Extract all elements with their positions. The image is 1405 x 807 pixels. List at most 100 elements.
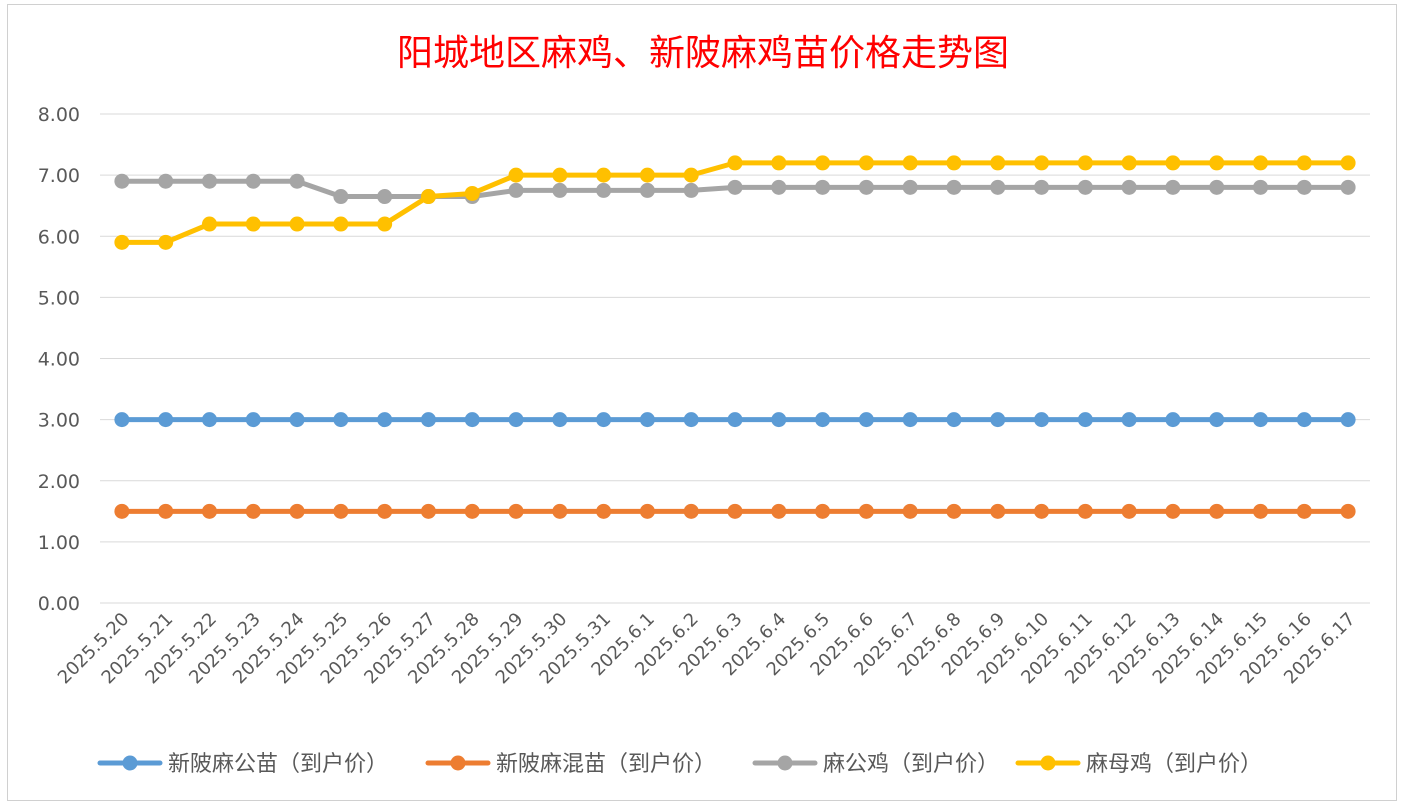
data-point: [377, 412, 393, 428]
legend: 新陂麻公苗（到户价） 新陂麻混苗（到户价） 麻公鸡（到户价） 麻母鸡（到户价）: [97, 752, 1262, 777]
series-1: [114, 412, 1356, 428]
data-point: [596, 182, 612, 198]
data-point: [1340, 179, 1356, 195]
data-point: [1253, 412, 1269, 428]
y-tick-label: 0.00: [38, 593, 80, 615]
data-point: [1296, 412, 1312, 428]
data-point: [771, 412, 787, 428]
data-point: [1340, 412, 1356, 428]
y-tick-label: 6.00: [38, 226, 80, 248]
y-tick-label: 5.00: [38, 287, 80, 309]
data-point: [990, 179, 1006, 195]
data-point: [1077, 155, 1093, 171]
data-point: [727, 155, 743, 171]
data-point: [508, 182, 524, 198]
y-tick-label: 2.00: [38, 471, 80, 493]
data-point: [771, 155, 787, 171]
data-point: [639, 167, 655, 183]
data-point: [508, 412, 524, 428]
data-point: [683, 167, 699, 183]
data-point: [245, 412, 261, 428]
legend-swatch-marker: [777, 755, 793, 771]
legend-swatch-marker: [122, 755, 138, 771]
data-point: [858, 412, 874, 428]
data-point: [333, 189, 349, 205]
data-point: [815, 412, 831, 428]
y-tick-label: 4.00: [38, 349, 80, 371]
data-point: [639, 182, 655, 198]
legend-item: 新陂麻混苗（到户价）: [425, 752, 716, 777]
data-point: [815, 179, 831, 195]
data-point: [201, 412, 217, 428]
data-point: [1209, 503, 1225, 519]
data-point: [990, 412, 1006, 428]
data-point: [464, 412, 480, 428]
data-point: [114, 234, 130, 250]
data-point: [902, 179, 918, 195]
data-point: [1209, 412, 1225, 428]
legend-swatch-marker: [1040, 755, 1056, 771]
legend-item: 麻公鸡（到户价）: [752, 752, 999, 777]
data-point: [1209, 155, 1225, 171]
legend-label: 新陂麻混苗（到户价）: [496, 752, 716, 777]
data-point: [377, 503, 393, 519]
chart-area: 阳城地区麻鸡、新陂麻鸡苗价格走势图 0.00 1.00 2.00 3.00 4.00 5.…: [7, 4, 1397, 801]
data-point: [333, 503, 349, 519]
data-point: [946, 155, 962, 171]
data-point: [1034, 155, 1050, 171]
data-point: [727, 412, 743, 428]
data-point: [1165, 503, 1181, 519]
data-point: [727, 503, 743, 519]
y-axis-ticks: 0.00 1.00 2.00 3.00 4.00 5.00 6.00 7.00 8.00: [38, 104, 80, 615]
legend-label: 新陂麻公苗（到户价）: [168, 752, 388, 777]
data-point: [771, 503, 787, 519]
data-point: [902, 155, 918, 171]
data-point: [114, 412, 130, 428]
data-point: [552, 167, 568, 183]
data-point: [1121, 412, 1137, 428]
data-point: [377, 216, 393, 232]
series-2: [114, 503, 1356, 519]
data-point: [201, 503, 217, 519]
data-point: [990, 155, 1006, 171]
data-point: [858, 155, 874, 171]
data-point: [158, 412, 174, 428]
data-point: [1121, 179, 1137, 195]
data-point: [1034, 503, 1050, 519]
data-point: [289, 412, 305, 428]
legend-label: 麻母鸡（到户价）: [1086, 752, 1262, 777]
data-point: [815, 503, 831, 519]
data-point: [1340, 503, 1356, 519]
data-point: [420, 412, 436, 428]
data-point: [771, 179, 787, 195]
data-point: [420, 503, 436, 519]
data-point: [1296, 503, 1312, 519]
data-point: [289, 503, 305, 519]
data-point: [114, 503, 130, 519]
data-point: [1253, 503, 1269, 519]
data-point: [596, 503, 612, 519]
data-point: [683, 182, 699, 198]
data-point: [377, 189, 393, 205]
y-tick-label: 7.00: [38, 165, 80, 187]
data-point: [508, 503, 524, 519]
data-point: [1165, 155, 1181, 171]
data-point: [464, 503, 480, 519]
data-point: [858, 179, 874, 195]
line-chart: 阳城地区麻鸡、新陂麻鸡苗价格走势图 0.00 1.00 2.00 3.00 4.00 5.…: [38, 33, 1370, 777]
data-point: [683, 503, 699, 519]
data-point: [1296, 155, 1312, 171]
data-point: [289, 173, 305, 189]
data-point: [1340, 155, 1356, 171]
data-point: [508, 167, 524, 183]
legend-item: 新陂麻公苗（到户价）: [97, 752, 388, 777]
data-point: [333, 412, 349, 428]
data-point: [727, 179, 743, 195]
data-point: [552, 412, 568, 428]
data-point: [902, 503, 918, 519]
data-point: [158, 234, 174, 250]
data-point: [596, 412, 612, 428]
series-lines: [114, 155, 1356, 519]
series-3: [114, 173, 1356, 205]
data-point: [858, 503, 874, 519]
